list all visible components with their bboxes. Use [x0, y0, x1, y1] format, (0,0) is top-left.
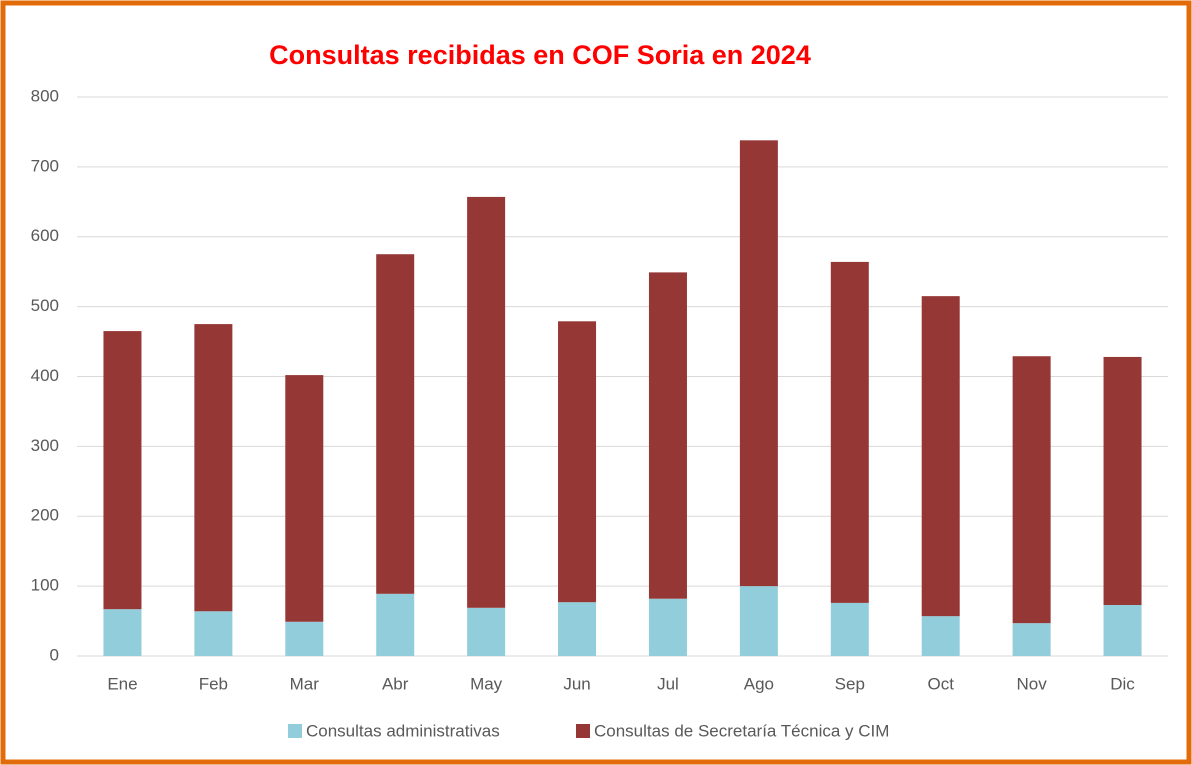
x-tick-label: Oct: [927, 674, 954, 693]
bar-segment: [285, 621, 324, 656]
bar-segment: [830, 261, 869, 603]
bar-segment: [739, 140, 778, 587]
x-tick-label: Nov: [1017, 674, 1048, 693]
chart-title: Consultas recibidas en COF Soria en 2024: [269, 40, 811, 70]
bar-segment: [1012, 623, 1051, 656]
bar-segment: [103, 609, 142, 656]
bar-segment: [1103, 604, 1142, 656]
x-tick-label: Sep: [835, 674, 865, 693]
y-tick-label: 400: [31, 366, 59, 385]
y-tick-label: 600: [31, 226, 59, 245]
bar-segment: [648, 272, 687, 599]
x-tick-label: Mar: [290, 674, 320, 693]
y-tick-label: 300: [31, 436, 59, 455]
x-tick-label: May: [470, 674, 503, 693]
bar-segment: [376, 254, 415, 594]
x-tick-label: Abr: [382, 674, 409, 693]
bar-segment: [648, 598, 687, 656]
x-tick-label: Feb: [199, 674, 228, 693]
bar-segment: [739, 586, 778, 656]
y-tick-label: 800: [31, 86, 59, 105]
bar-segment: [467, 607, 506, 656]
bar-segment: [103, 331, 142, 610]
y-tick-label: 500: [31, 296, 59, 315]
bar-segment: [467, 196, 506, 608]
legend-swatch: [576, 724, 590, 738]
bar-segment: [830, 602, 869, 656]
y-tick-label: 100: [31, 576, 59, 595]
x-tick-label: Jul: [657, 674, 679, 693]
x-tick-label: Ago: [744, 674, 774, 693]
legend-swatch: [288, 724, 302, 738]
y-tick-label: 0: [50, 645, 59, 664]
bar-segment: [1012, 356, 1051, 624]
x-tick-label: Dic: [1110, 674, 1135, 693]
legend-label: Consultas administrativas: [306, 721, 500, 740]
y-tick-label: 700: [31, 156, 59, 175]
bar-segment: [285, 375, 324, 622]
bar-segment: [921, 616, 960, 656]
bar-segment: [194, 611, 233, 656]
legend-label: Consultas de Secretaría Técnica y CIM: [594, 721, 889, 740]
bar-segment: [921, 296, 960, 617]
bar-segment: [558, 321, 597, 603]
x-tick-label: Ene: [107, 674, 137, 693]
bar-segment: [194, 324, 233, 612]
bar-segment: [1103, 356, 1142, 605]
x-tick-label: Jun: [563, 674, 590, 693]
bar-segment: [558, 602, 597, 656]
bar-segment: [376, 593, 415, 656]
y-tick-label: 200: [31, 506, 59, 525]
